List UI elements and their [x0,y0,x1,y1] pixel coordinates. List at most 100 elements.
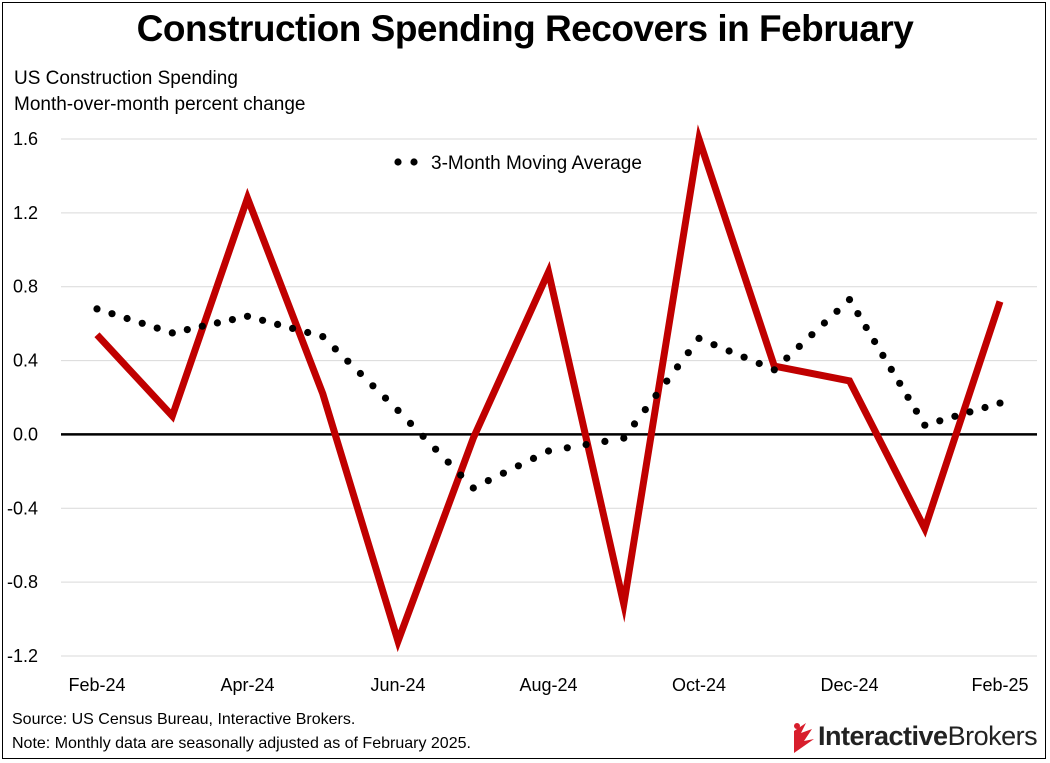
moving-average-dot [770,366,778,374]
moving-average-dot [620,434,628,442]
chart-subtitle: US Construction Spending [14,68,238,89]
series-moving-average [93,296,1004,492]
moving-average-dot [499,469,507,477]
x-tick-label: Apr-24 [220,675,274,695]
moving-average-dot [725,347,733,355]
footnote: Note: Monthly data are seasonally adjust… [12,735,471,752]
moving-average-dot [582,441,590,449]
moving-average-dot [457,471,465,479]
legend-dot [394,158,402,166]
moving-average-dot [652,391,660,399]
moving-average-dot [319,333,327,341]
moving-average-dot [369,382,377,390]
moving-average-dot [168,329,176,337]
x-tick-label: Dec-24 [820,675,878,695]
moving-average-dot [153,324,161,332]
moving-average-dot [432,445,440,453]
moving-average-dot [896,379,904,387]
moving-average-dot [183,326,191,334]
legend-dot [410,158,418,166]
moving-average-dot [356,369,364,378]
x-tick-label: Aug-24 [519,675,577,695]
moving-average-dot [996,399,1004,407]
y-tick-label: 0.0 [13,424,38,444]
moving-average-dot [563,444,571,452]
moving-average-dot [198,322,206,330]
moving-average-dot [529,454,538,462]
moving-average-dot [740,353,748,361]
logo-text-regular: Brokers [947,720,1038,751]
moving-average-dot [755,359,763,368]
moving-average-dot [887,365,895,373]
gridlines [61,138,1037,657]
x-tick-label: Jun-24 [370,675,425,695]
moving-average-dot [684,349,692,357]
moving-average-dot [845,296,854,304]
moving-average-dot [966,408,974,416]
moving-average-dot [108,310,116,318]
moving-average-dot [243,312,252,320]
moving-average-dot [289,324,297,332]
logo-text: InteractiveBrokers [818,720,1038,752]
moving-average-dot [406,419,415,427]
moving-average-dot [344,357,352,365]
moving-average-dot [820,319,829,327]
moving-average-dot [484,477,492,485]
y-tick-label: 0.8 [13,277,38,297]
legend: 3-Month Moving Average [394,153,642,174]
moving-average-dot [213,319,221,327]
chart-title: Construction Spending Recovers in Februa… [136,8,914,49]
moving-average-dot [331,345,339,353]
moving-average-dot [951,412,959,420]
x-tick-label: Oct-24 [672,675,726,695]
y-tick-label: 0.4 [13,351,38,371]
y-tick-label: -1.2 [7,646,38,666]
moving-average-dot [663,377,671,385]
moving-average-dot [871,337,879,346]
y-tick-label: 1.2 [13,203,38,223]
x-tick-label: Feb-24 [68,675,125,695]
moving-average-dot [795,342,803,350]
moving-average-dot [641,406,649,414]
moving-average-dot [936,417,944,425]
moving-average-dot [123,314,131,323]
moving-average-dot [833,307,841,315]
moving-average-dot [259,316,267,324]
x-axis-ticks: Feb-24 Apr-24 Jun-24 Aug-24 Oct-24 Dec-24 Feb-… [68,675,1028,695]
moving-average-dot [912,407,921,415]
moving-average-dot [783,354,791,362]
moving-average-dot [381,394,390,402]
x-tick-label: Feb-25 [971,675,1028,695]
y-tick-label: -0.8 [7,572,38,592]
moving-average-dot [710,341,718,349]
moving-average-dot [904,393,912,401]
moving-average-dot [981,403,989,412]
moving-average-dot [304,328,312,337]
y-tick-label: 1.6 [13,129,38,149]
moving-average-dot [274,320,282,328]
moving-average-dot [419,432,427,440]
moving-average-dot [444,458,452,466]
legend-label: 3-Month Moving Average [431,153,642,174]
monthly-change-line [94,124,1004,653]
moving-average-dot [601,437,609,445]
moving-average-dot [544,447,553,455]
moving-average-dot [854,310,862,318]
logo-text-bold: Interactive [818,720,948,751]
logo-mark-icon [794,723,814,753]
source-note: Source: US Census Bureau, Interactive Br… [12,711,356,728]
moving-average-dot [228,316,236,324]
moving-average-dot [138,319,146,327]
moving-average-dot [630,420,639,428]
y-axis-ticks: 1.6 1.2 0.8 0.4 0.0 -0.4 -0.8 -1.2 [7,129,38,666]
moving-average-dot [862,323,870,332]
moving-average-dot [673,363,682,371]
moving-average-dot [695,334,703,342]
chart-units-label: Month-over-month percent change [14,94,306,115]
series-monthly-change [94,124,1004,653]
y-tick-label: -0.4 [7,498,38,518]
interactive-brokers-logo: InteractiveBrokers [790,716,1038,756]
moving-average-dot [921,421,929,429]
